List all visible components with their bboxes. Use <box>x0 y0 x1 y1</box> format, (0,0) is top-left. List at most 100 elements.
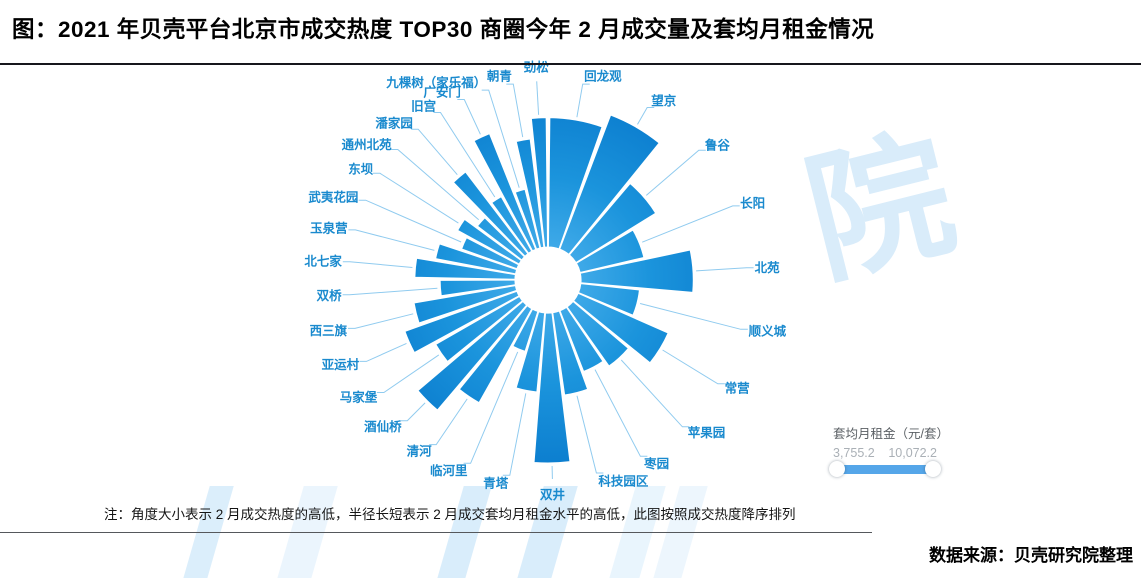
petal-顺义城[interactable] <box>577 282 641 316</box>
leader-line <box>620 359 690 428</box>
petal-广安门[interactable] <box>473 132 537 252</box>
petal-九棵树（家乐福）[interactable] <box>514 188 541 250</box>
district-label-回龙观: 回龙观 <box>584 69 622 84</box>
petal-清河[interactable] <box>458 304 533 404</box>
leader-line <box>348 229 435 251</box>
legend-max-value: 10,072.2 <box>888 446 937 460</box>
petal-北苑[interactable] <box>579 249 694 293</box>
petal-潘家园[interactable] <box>452 171 529 258</box>
legend-title: 套均月租金（元/套） <box>833 427 949 441</box>
petal-长阳[interactable] <box>575 229 645 274</box>
district-label-临河里: 临河里 <box>430 463 468 478</box>
leader-line <box>536 81 540 115</box>
district-label-苹果园: 苹果园 <box>688 425 726 440</box>
petal-临河里[interactable] <box>512 308 539 353</box>
petal-枣园[interactable] <box>559 306 604 373</box>
leader-line <box>637 107 655 125</box>
leader-line <box>429 398 468 446</box>
petal-通州北苑[interactable] <box>476 216 526 261</box>
district-label-双桥: 双桥 <box>316 288 343 303</box>
district-label-双井: 双井 <box>539 487 566 502</box>
leader-line <box>642 205 740 243</box>
district-label-北苑: 北苑 <box>755 260 781 275</box>
leader-line <box>696 267 754 272</box>
leader-line <box>376 354 440 393</box>
petal-青塔[interactable] <box>515 311 546 393</box>
data-source: 数据来源：贝壳研究院整理 <box>929 546 1133 565</box>
district-label-鲁谷: 鲁谷 <box>704 137 731 152</box>
rent-range-slider-track[interactable] <box>829 461 941 477</box>
leader-line <box>645 149 706 196</box>
district-label-长阳: 长阳 <box>740 195 765 210</box>
petal-双井[interactable] <box>533 312 571 464</box>
district-label-东坝: 东坝 <box>348 162 374 177</box>
petal-东坝[interactable] <box>456 218 523 265</box>
district-label-玉泉营: 玉泉营 <box>310 220 348 235</box>
leader-line <box>576 395 604 474</box>
leader-line <box>373 172 459 224</box>
district-label-顺义城: 顺义城 <box>749 324 787 339</box>
district-label-通州北苑: 通州北苑 <box>342 137 393 152</box>
petal-马家堡[interactable] <box>434 295 524 363</box>
slider-handle-min[interactable] <box>829 461 845 477</box>
petal-鲁谷[interactable] <box>568 182 657 264</box>
leader-line <box>400 402 426 422</box>
district-label-马家堡: 马家堡 <box>340 390 378 405</box>
petal-酒仙桥[interactable] <box>417 300 528 411</box>
petal-劲松[interactable] <box>530 117 549 248</box>
district-label-劲松: 劲松 <box>523 59 550 74</box>
petal-旧宫[interactable] <box>490 195 533 255</box>
petal-武夷花园[interactable] <box>460 236 520 270</box>
leader-line <box>359 342 407 362</box>
chart-footnote: 注：角度大小表示 2 月成交热度的高低，半径长短表示 2 月成交套均月租金水平的… <box>104 507 796 522</box>
district-label-潘家园: 潘家园 <box>375 116 413 131</box>
leader-line <box>358 199 462 243</box>
petal-回龙观[interactable] <box>547 117 603 250</box>
district-label-清河: 清河 <box>407 444 433 459</box>
petal-双桥[interactable] <box>439 279 517 297</box>
leader-line <box>433 112 496 198</box>
district-label-旧宫: 旧宫 <box>411 98 436 113</box>
petal-常营[interactable] <box>572 292 669 364</box>
petal-苹果园[interactable] <box>566 300 630 367</box>
leader-line <box>594 369 648 457</box>
leader-line <box>411 128 458 176</box>
leader-line <box>463 351 519 464</box>
leader-line <box>502 393 527 476</box>
district-label-常营: 常营 <box>725 380 751 395</box>
legend-min-value: 3,755.2 <box>833 446 875 460</box>
rent-legend: 套均月租金（元/套） 3,755.2 10,072.2 <box>829 423 953 477</box>
title-divider <box>0 63 1141 65</box>
leader-line <box>457 99 481 135</box>
petal-朝青[interactable] <box>515 138 545 249</box>
district-label-西三旗: 西三旗 <box>310 323 348 338</box>
district-label-科技园区: 科技园区 <box>598 473 649 488</box>
leader-line <box>390 149 480 221</box>
district-label-北七家: 北七家 <box>304 254 342 269</box>
district-label-武夷花园: 武夷花园 <box>308 190 358 205</box>
petal-望京[interactable] <box>558 114 660 256</box>
district-label-枣园: 枣园 <box>643 456 669 471</box>
district-label-酒仙桥: 酒仙桥 <box>364 419 402 434</box>
leader-line <box>348 313 414 329</box>
leader-line <box>481 89 520 188</box>
page-title: 图：2021 年贝壳平台北京市成交热度 TOP30 商圈今年 2 月成交量及套均… <box>12 17 875 42</box>
district-label-九棵树（家乐福）: 九棵树（家乐福） <box>385 75 486 90</box>
leader-line <box>576 83 590 118</box>
petal-科技园区[interactable] <box>552 310 589 396</box>
district-label-朝青: 朝青 <box>487 69 513 84</box>
petal-北七家[interactable] <box>414 257 517 280</box>
footer-divider <box>0 532 872 533</box>
petal-西三旗[interactable] <box>413 284 518 324</box>
legend-values: 3,755.2 10,072.2 <box>833 446 937 460</box>
district-label-广安门: 广安门 <box>423 85 461 100</box>
slider-handle-max[interactable] <box>925 461 941 477</box>
leader-line <box>662 349 725 385</box>
petal-玉泉营[interactable] <box>434 243 518 275</box>
petal-亚运村[interactable] <box>404 290 520 354</box>
district-label-望京: 望京 <box>651 93 677 108</box>
leader-line <box>639 303 748 330</box>
leader-line <box>506 83 524 138</box>
